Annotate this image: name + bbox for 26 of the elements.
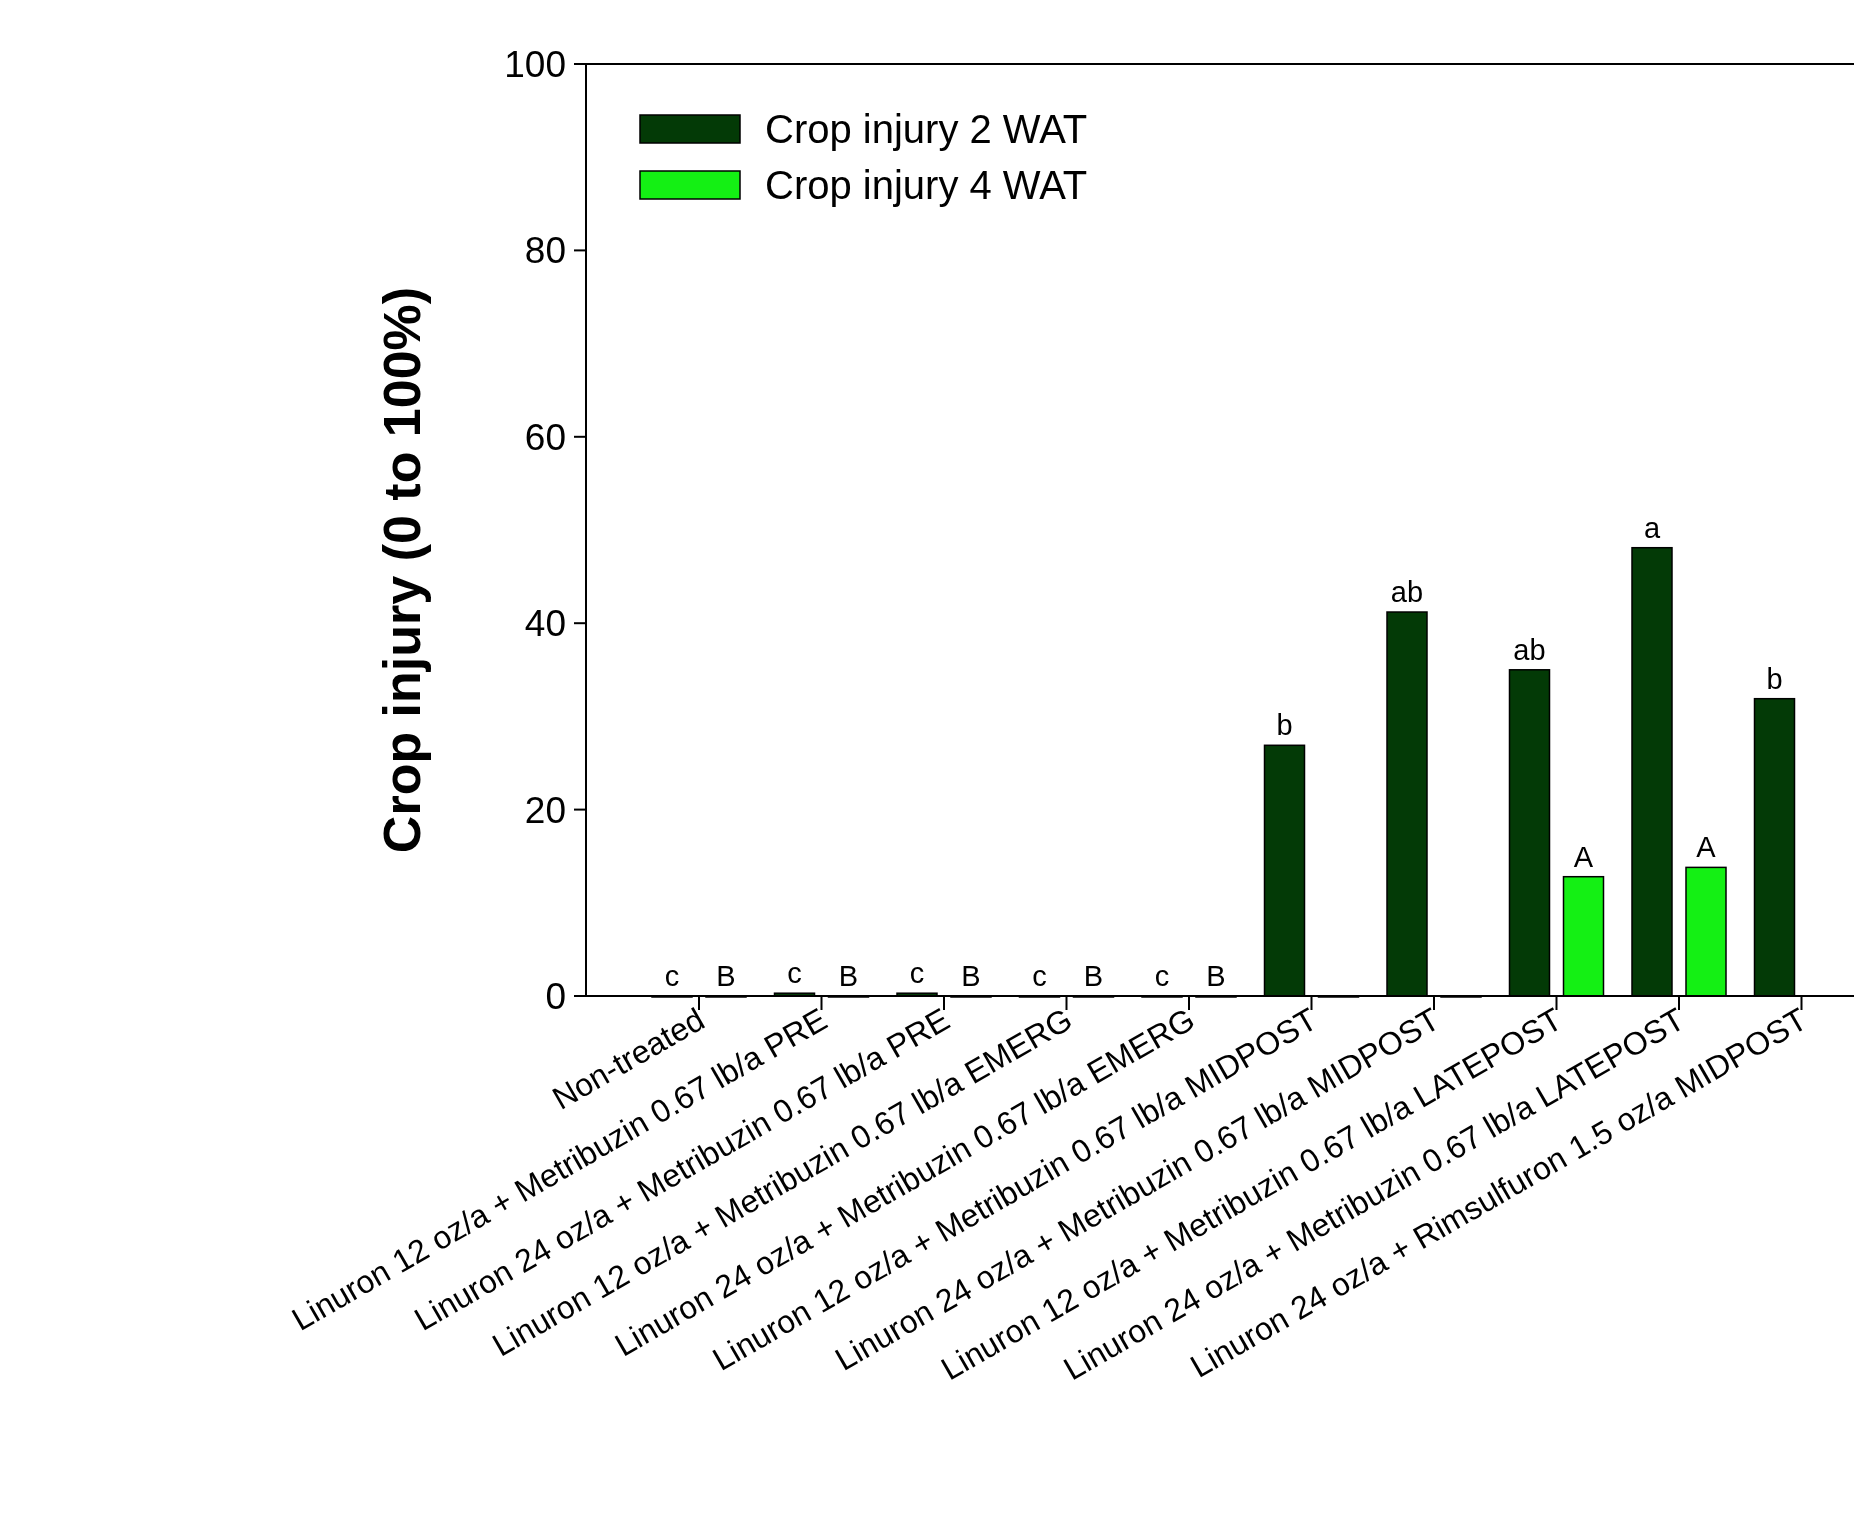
data-label: a — [1643, 511, 1661, 544]
data-label: A — [1573, 840, 1594, 873]
y-tick-label: 80 — [524, 230, 566, 272]
data-label: B — [1083, 960, 1104, 992]
y-tick-label: 20 — [524, 789, 566, 831]
data-label: c — [1032, 960, 1047, 992]
data-label: c — [1154, 960, 1170, 992]
data-label: c — [664, 960, 680, 992]
data-label: b — [1276, 709, 1293, 742]
data-label: B — [1206, 960, 1226, 992]
legend-label: Crop injury 2 WAT — [765, 107, 1088, 151]
data-label: c — [787, 957, 802, 990]
data-label: c — [909, 957, 925, 990]
legend-label: Crop injury 4 WAT — [765, 163, 1088, 207]
y-tick-label: 60 — [524, 416, 566, 458]
data-label: ab — [1513, 633, 1546, 666]
y-tick-label: 0 — [545, 975, 566, 1017]
data-label: b — [1766, 662, 1783, 695]
y-tick-label: 40 — [524, 603, 566, 645]
data-label: B — [838, 960, 859, 992]
y-tick-label: 100 — [504, 43, 566, 85]
data-label: B — [961, 960, 981, 992]
data-label: A — [1696, 831, 1717, 864]
data-label: B — [716, 960, 736, 992]
y-axis-title: Crop injury (0 to 100%) — [373, 286, 431, 854]
data-label: ab — [1390, 576, 1424, 609]
